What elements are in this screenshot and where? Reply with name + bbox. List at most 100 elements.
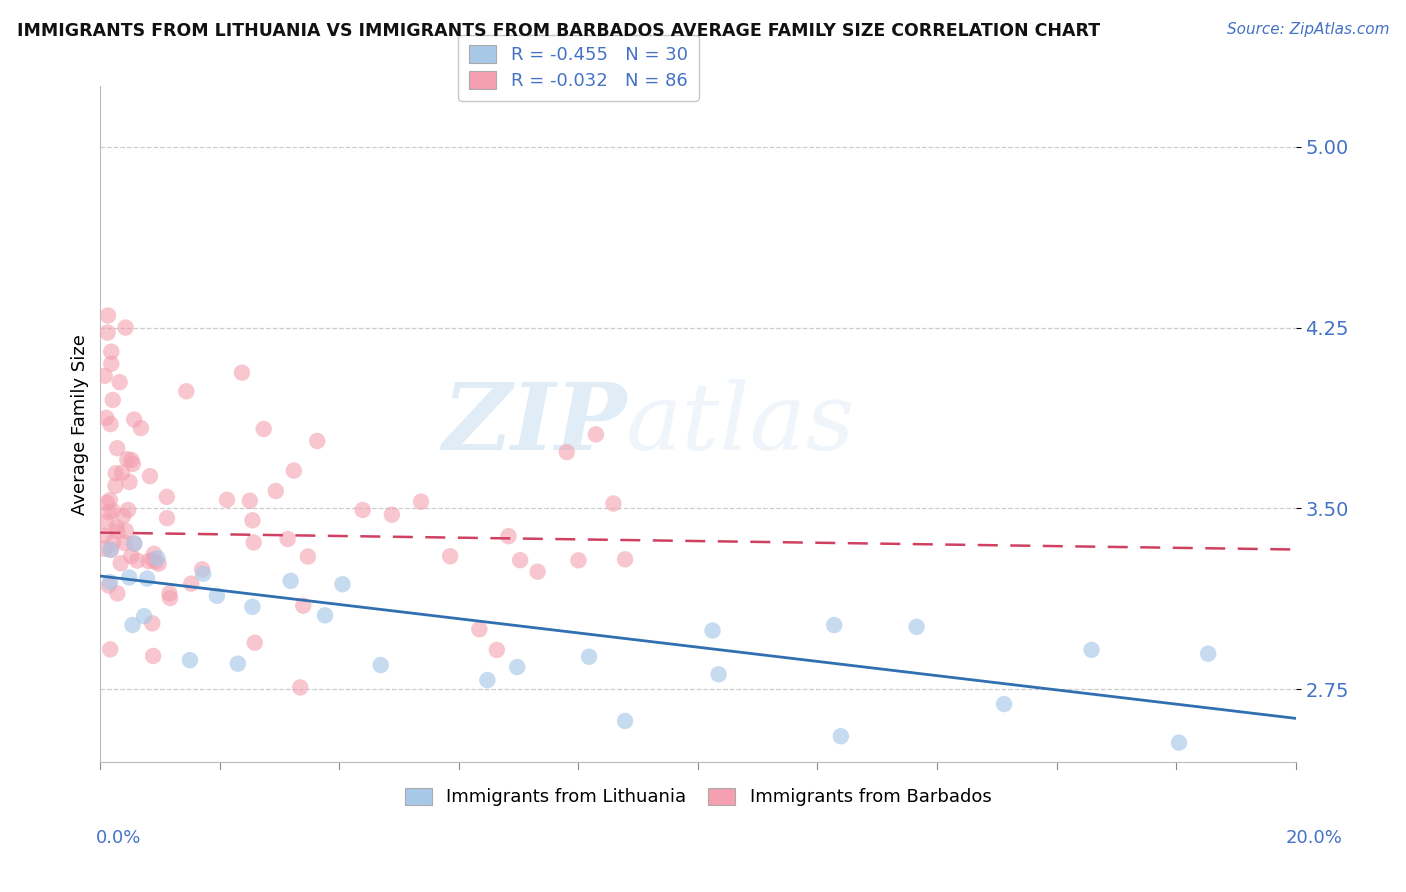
- Point: [277, 532, 299, 546]
- Text: 20.0%: 20.0%: [1286, 829, 1343, 847]
- Point: [823, 618, 845, 632]
- Point: [242, 513, 264, 527]
- Point: [307, 434, 329, 448]
- Point: [142, 553, 165, 567]
- Point: [121, 618, 143, 632]
- Point: [143, 547, 166, 561]
- Point: [1197, 647, 1219, 661]
- Point: [101, 535, 124, 549]
- Point: [111, 466, 134, 480]
- Point: [117, 503, 139, 517]
- Point: [159, 591, 181, 605]
- Point: [141, 616, 163, 631]
- Point: [139, 469, 162, 483]
- Point: [93, 541, 115, 556]
- Point: [498, 529, 520, 543]
- Point: [124, 536, 146, 550]
- Point: [602, 496, 624, 510]
- Point: [242, 535, 264, 549]
- Point: [156, 511, 179, 525]
- Point: [191, 566, 214, 581]
- Point: [485, 643, 508, 657]
- Point: [138, 554, 160, 568]
- Point: [110, 556, 132, 570]
- Point: [1080, 643, 1102, 657]
- Point: [93, 368, 115, 383]
- Point: [117, 452, 139, 467]
- Point: [176, 384, 198, 399]
- Point: [94, 515, 117, 529]
- Point: [120, 453, 142, 467]
- Point: [477, 673, 499, 687]
- Point: [100, 344, 122, 359]
- Point: [115, 524, 138, 538]
- Point: [180, 576, 202, 591]
- Point: [136, 572, 159, 586]
- Point: [157, 586, 180, 600]
- Point: [242, 599, 264, 614]
- Point: [243, 636, 266, 650]
- Point: [100, 542, 122, 557]
- Point: [314, 608, 336, 623]
- Point: [104, 479, 127, 493]
- Point: [179, 653, 201, 667]
- Point: [122, 412, 145, 426]
- Point: [118, 475, 141, 489]
- Point: [297, 549, 319, 564]
- Point: [145, 555, 167, 569]
- Point: [905, 620, 928, 634]
- Point: [830, 729, 852, 743]
- Point: [100, 417, 122, 431]
- Point: [105, 524, 128, 539]
- Point: [101, 392, 124, 407]
- Text: ZIP: ZIP: [441, 379, 626, 469]
- Point: [127, 553, 149, 567]
- Point: [555, 445, 578, 459]
- Point: [142, 648, 165, 663]
- Point: [120, 549, 142, 563]
- Point: [98, 542, 121, 557]
- Point: [104, 467, 127, 481]
- Text: Source: ZipAtlas.com: Source: ZipAtlas.com: [1226, 22, 1389, 37]
- Point: [97, 579, 120, 593]
- Point: [1168, 736, 1191, 750]
- Legend: Immigrants from Lithuania, Immigrants from Barbados: Immigrants from Lithuania, Immigrants fr…: [398, 780, 998, 814]
- Point: [352, 503, 374, 517]
- Point: [439, 549, 461, 564]
- Point: [148, 557, 170, 571]
- Point: [96, 410, 118, 425]
- Point: [98, 642, 121, 657]
- Point: [118, 570, 141, 584]
- Point: [509, 553, 531, 567]
- Point: [96, 496, 118, 510]
- Point: [97, 326, 120, 340]
- Point: [280, 574, 302, 588]
- Point: [231, 366, 253, 380]
- Point: [114, 320, 136, 334]
- Point: [121, 457, 143, 471]
- Point: [105, 441, 128, 455]
- Point: [707, 667, 730, 681]
- Point: [156, 490, 179, 504]
- Point: [585, 427, 607, 442]
- Point: [253, 422, 276, 436]
- Text: atlas: atlas: [626, 379, 856, 469]
- Point: [506, 660, 529, 674]
- Point: [702, 624, 724, 638]
- Point: [468, 623, 491, 637]
- Point: [283, 464, 305, 478]
- Point: [264, 483, 287, 498]
- Point: [614, 552, 637, 566]
- Point: [98, 575, 121, 590]
- Point: [290, 681, 312, 695]
- Y-axis label: Average Family Size: Average Family Size: [72, 334, 89, 515]
- Point: [191, 562, 214, 576]
- Point: [239, 493, 262, 508]
- Point: [567, 553, 589, 567]
- Point: [215, 492, 238, 507]
- Text: IMMIGRANTS FROM LITHUANIA VS IMMIGRANTS FROM BARBADOS AVERAGE FAMILY SIZE CORREL: IMMIGRANTS FROM LITHUANIA VS IMMIGRANTS …: [17, 22, 1099, 40]
- Point: [93, 528, 115, 542]
- Point: [100, 357, 122, 371]
- Point: [108, 375, 131, 389]
- Point: [292, 599, 315, 613]
